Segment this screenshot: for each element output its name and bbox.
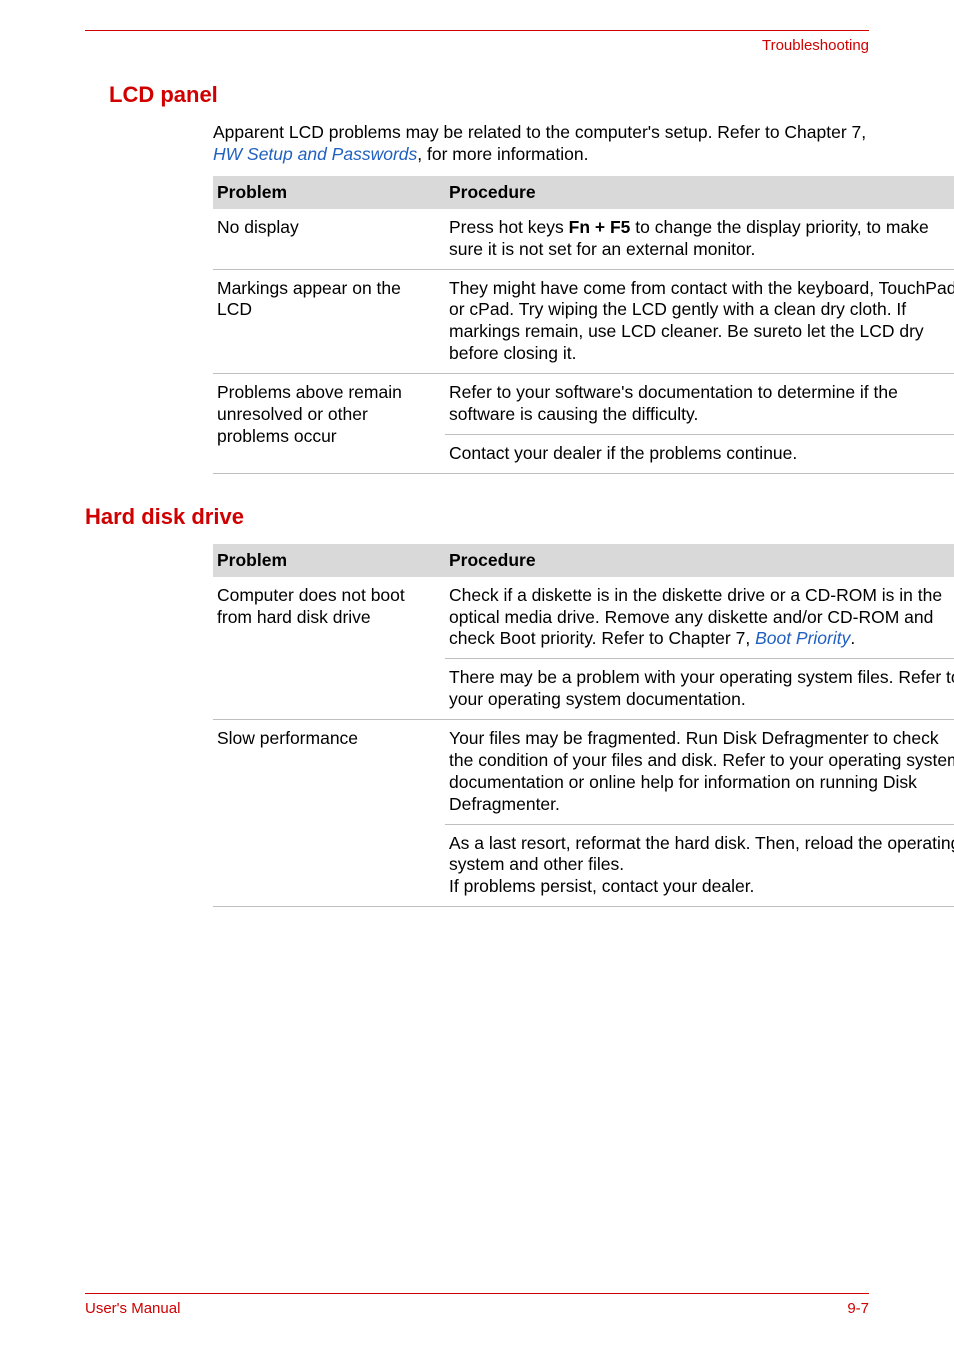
col-header-problem: Problem [213,176,445,209]
top-divider [85,30,869,31]
cell-procedure: Refer to your software's documentation t… [445,374,954,435]
cell-problem: Markings appear on the LCD [213,269,445,374]
cell-procedure: Your files may be fragmented. Run Disk D… [445,720,954,825]
footer-left: User's Manual [85,1300,180,1317]
col-header-procedure: Procedure [445,544,954,577]
cell-problem: Problems above remain unresolved or othe… [213,374,445,474]
proc-text-bold: Fn + F5 [569,217,631,237]
cell-procedure: As a last resort, reformat the hard disk… [445,824,954,907]
table-row: No display Press hot keys Fn + F5 to cha… [213,209,954,269]
col-header-procedure: Procedure [445,176,954,209]
cell-procedure: Check if a diskette is in the diskette d… [445,577,954,659]
table-row: Markings appear on the LCD They might ha… [213,269,954,374]
cell-procedure: There may be a problem with your operati… [445,659,954,720]
link-hw-setup[interactable]: HW Setup and Passwords [213,144,417,164]
intro-text-pre: Apparent LCD problems may be related to … [213,122,866,142]
cell-problem: No display [213,209,445,269]
cell-procedure: They might have come from contact with t… [445,269,954,374]
cell-problem: Slow performance [213,720,445,907]
table-lcd: Problem Procedure No display Press hot k… [213,176,954,474]
proc-text-c: If problems persist, contact your dealer… [449,876,754,896]
proc-text-pre: Press hot keys [449,217,569,237]
table-header-row: Problem Procedure [213,176,954,209]
cell-procedure: Press hot keys Fn + F5 to change the dis… [445,209,954,269]
table-header-row: Problem Procedure [213,544,954,577]
table-row: Slow performance Your files may be fragm… [213,720,954,825]
table-hdd: Problem Procedure Computer does not boot… [213,544,954,908]
page: Troubleshooting LCD panel Apparent LCD p… [0,0,954,1349]
col-header-problem: Problem [213,544,445,577]
proc-text-b: As a last resort, reformat the hard disk… [449,833,954,875]
proc-text-pre: Check if a diskette is in the diskette d… [449,585,942,649]
section-heading-hdd: Hard disk drive [85,504,869,530]
table-row: Problems above remain unresolved or othe… [213,374,954,435]
table-row: Computer does not boot from hard disk dr… [213,577,954,659]
intro-paragraph-lcd: Apparent LCD problems may be related to … [213,122,869,166]
footer-right: 9-7 [847,1300,869,1317]
link-boot-priority[interactable]: Boot Priority [755,628,850,648]
running-head: Troubleshooting [85,37,869,54]
intro-text-post: , for more information. [417,144,588,164]
footer: User's Manual 9-7 [85,1293,869,1317]
cell-problem: Computer does not boot from hard disk dr… [213,577,445,720]
cell-procedure: Contact your dealer if the problems cont… [445,434,954,473]
proc-text-post: . [850,628,855,648]
section-heading-lcd: LCD panel [109,82,869,108]
